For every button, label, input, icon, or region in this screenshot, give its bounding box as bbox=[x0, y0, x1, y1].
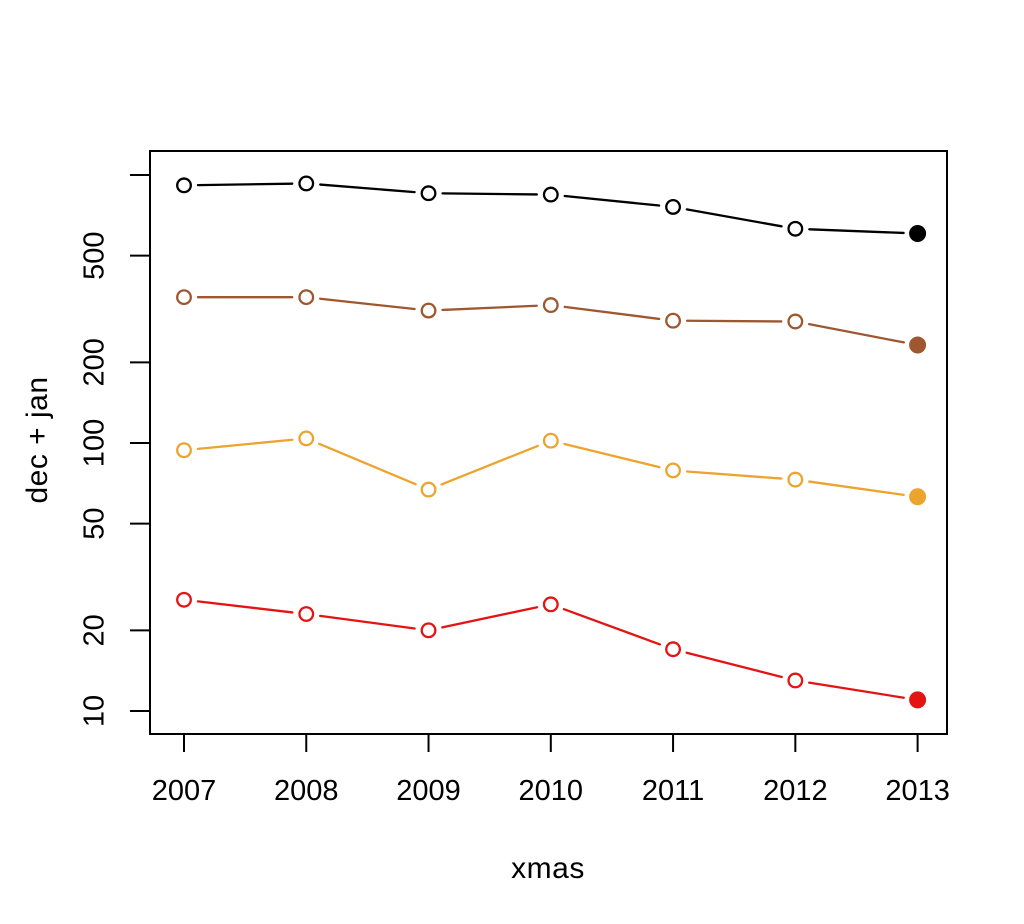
x-tick-label: 2009 bbox=[396, 775, 461, 807]
series-orange-segment bbox=[440, 444, 539, 486]
y-tick-label: 10 bbox=[79, 695, 111, 727]
x-axis-title: xmas bbox=[511, 852, 585, 885]
y-tick-label: 200 bbox=[79, 338, 111, 386]
data-point-brown-2010 bbox=[542, 297, 559, 314]
series-brown-segment bbox=[807, 323, 906, 344]
data-point-black-2009 bbox=[420, 185, 437, 202]
data-point-red-2013 bbox=[909, 691, 927, 709]
data-point-red-2008 bbox=[298, 606, 315, 623]
data-point-orange-2008 bbox=[298, 430, 315, 447]
x-tick-label: 2013 bbox=[885, 775, 950, 807]
series-orange-segment bbox=[318, 442, 417, 486]
series-orange-segment bbox=[563, 442, 661, 469]
data-point-brown-2009 bbox=[420, 302, 437, 319]
series-red-segment bbox=[318, 614, 416, 630]
series-red-segment bbox=[441, 606, 539, 629]
data-point-red-2011 bbox=[665, 641, 682, 658]
series-red-segment bbox=[562, 608, 662, 646]
x-tick-label: 2010 bbox=[519, 775, 584, 807]
data-point-orange-2011 bbox=[665, 462, 682, 479]
data-point-black-2012 bbox=[787, 220, 804, 237]
data-point-black-2013 bbox=[909, 224, 927, 242]
data-point-brown-2013 bbox=[909, 336, 927, 354]
series-red-segment bbox=[685, 651, 783, 679]
data-point-orange-2013 bbox=[909, 488, 927, 506]
data-point-red-2012 bbox=[787, 672, 804, 689]
data-point-brown-2008 bbox=[298, 289, 315, 306]
series-black-segment bbox=[319, 183, 416, 194]
y-tick-label: 100 bbox=[79, 419, 111, 467]
y-tick-label: 20 bbox=[79, 614, 111, 646]
data-point-black-2007 bbox=[176, 177, 192, 194]
data-point-black-2010 bbox=[542, 186, 559, 203]
series-brown-segment bbox=[685, 319, 783, 323]
series-brown-segment bbox=[319, 297, 416, 311]
data-point-red-2007 bbox=[176, 591, 192, 608]
series-black-segment bbox=[441, 192, 538, 196]
series-black-segment bbox=[196, 182, 294, 187]
y-tick-label: 50 bbox=[79, 508, 111, 540]
data-point-red-2009 bbox=[420, 622, 437, 639]
data-point-brown-2012 bbox=[787, 313, 804, 330]
series-brown-segment bbox=[563, 305, 661, 321]
data-point-orange-2007 bbox=[176, 442, 192, 459]
series-red-segment bbox=[196, 600, 294, 614]
y-tick-label: 500 bbox=[79, 231, 111, 279]
y-axis-title: dec + jan bbox=[21, 376, 54, 504]
series-black-segment bbox=[808, 228, 905, 235]
series-orange-segment bbox=[196, 438, 294, 451]
data-point-brown-2011 bbox=[665, 312, 682, 329]
series-red-segment bbox=[808, 681, 905, 699]
data-point-red-2010 bbox=[542, 596, 559, 613]
x-tick-label: 2012 bbox=[763, 775, 828, 807]
x-tick-label: 2008 bbox=[274, 775, 339, 807]
series-orange-segment bbox=[808, 480, 905, 496]
data-point-orange-2012 bbox=[787, 471, 804, 488]
data-point-black-2008 bbox=[298, 175, 315, 192]
data-point-orange-2010 bbox=[542, 432, 559, 449]
series-brown-segment bbox=[441, 304, 538, 312]
data-point-black-2011 bbox=[665, 198, 682, 215]
x-tick-label: 2007 bbox=[152, 775, 217, 807]
series-black-segment bbox=[563, 194, 661, 207]
series-orange-segment bbox=[685, 470, 783, 480]
x-tick-label: 2011 bbox=[642, 775, 704, 807]
data-point-brown-2007 bbox=[176, 289, 192, 306]
data-point-orange-2009 bbox=[420, 481, 437, 498]
series-black-segment bbox=[685, 208, 783, 228]
